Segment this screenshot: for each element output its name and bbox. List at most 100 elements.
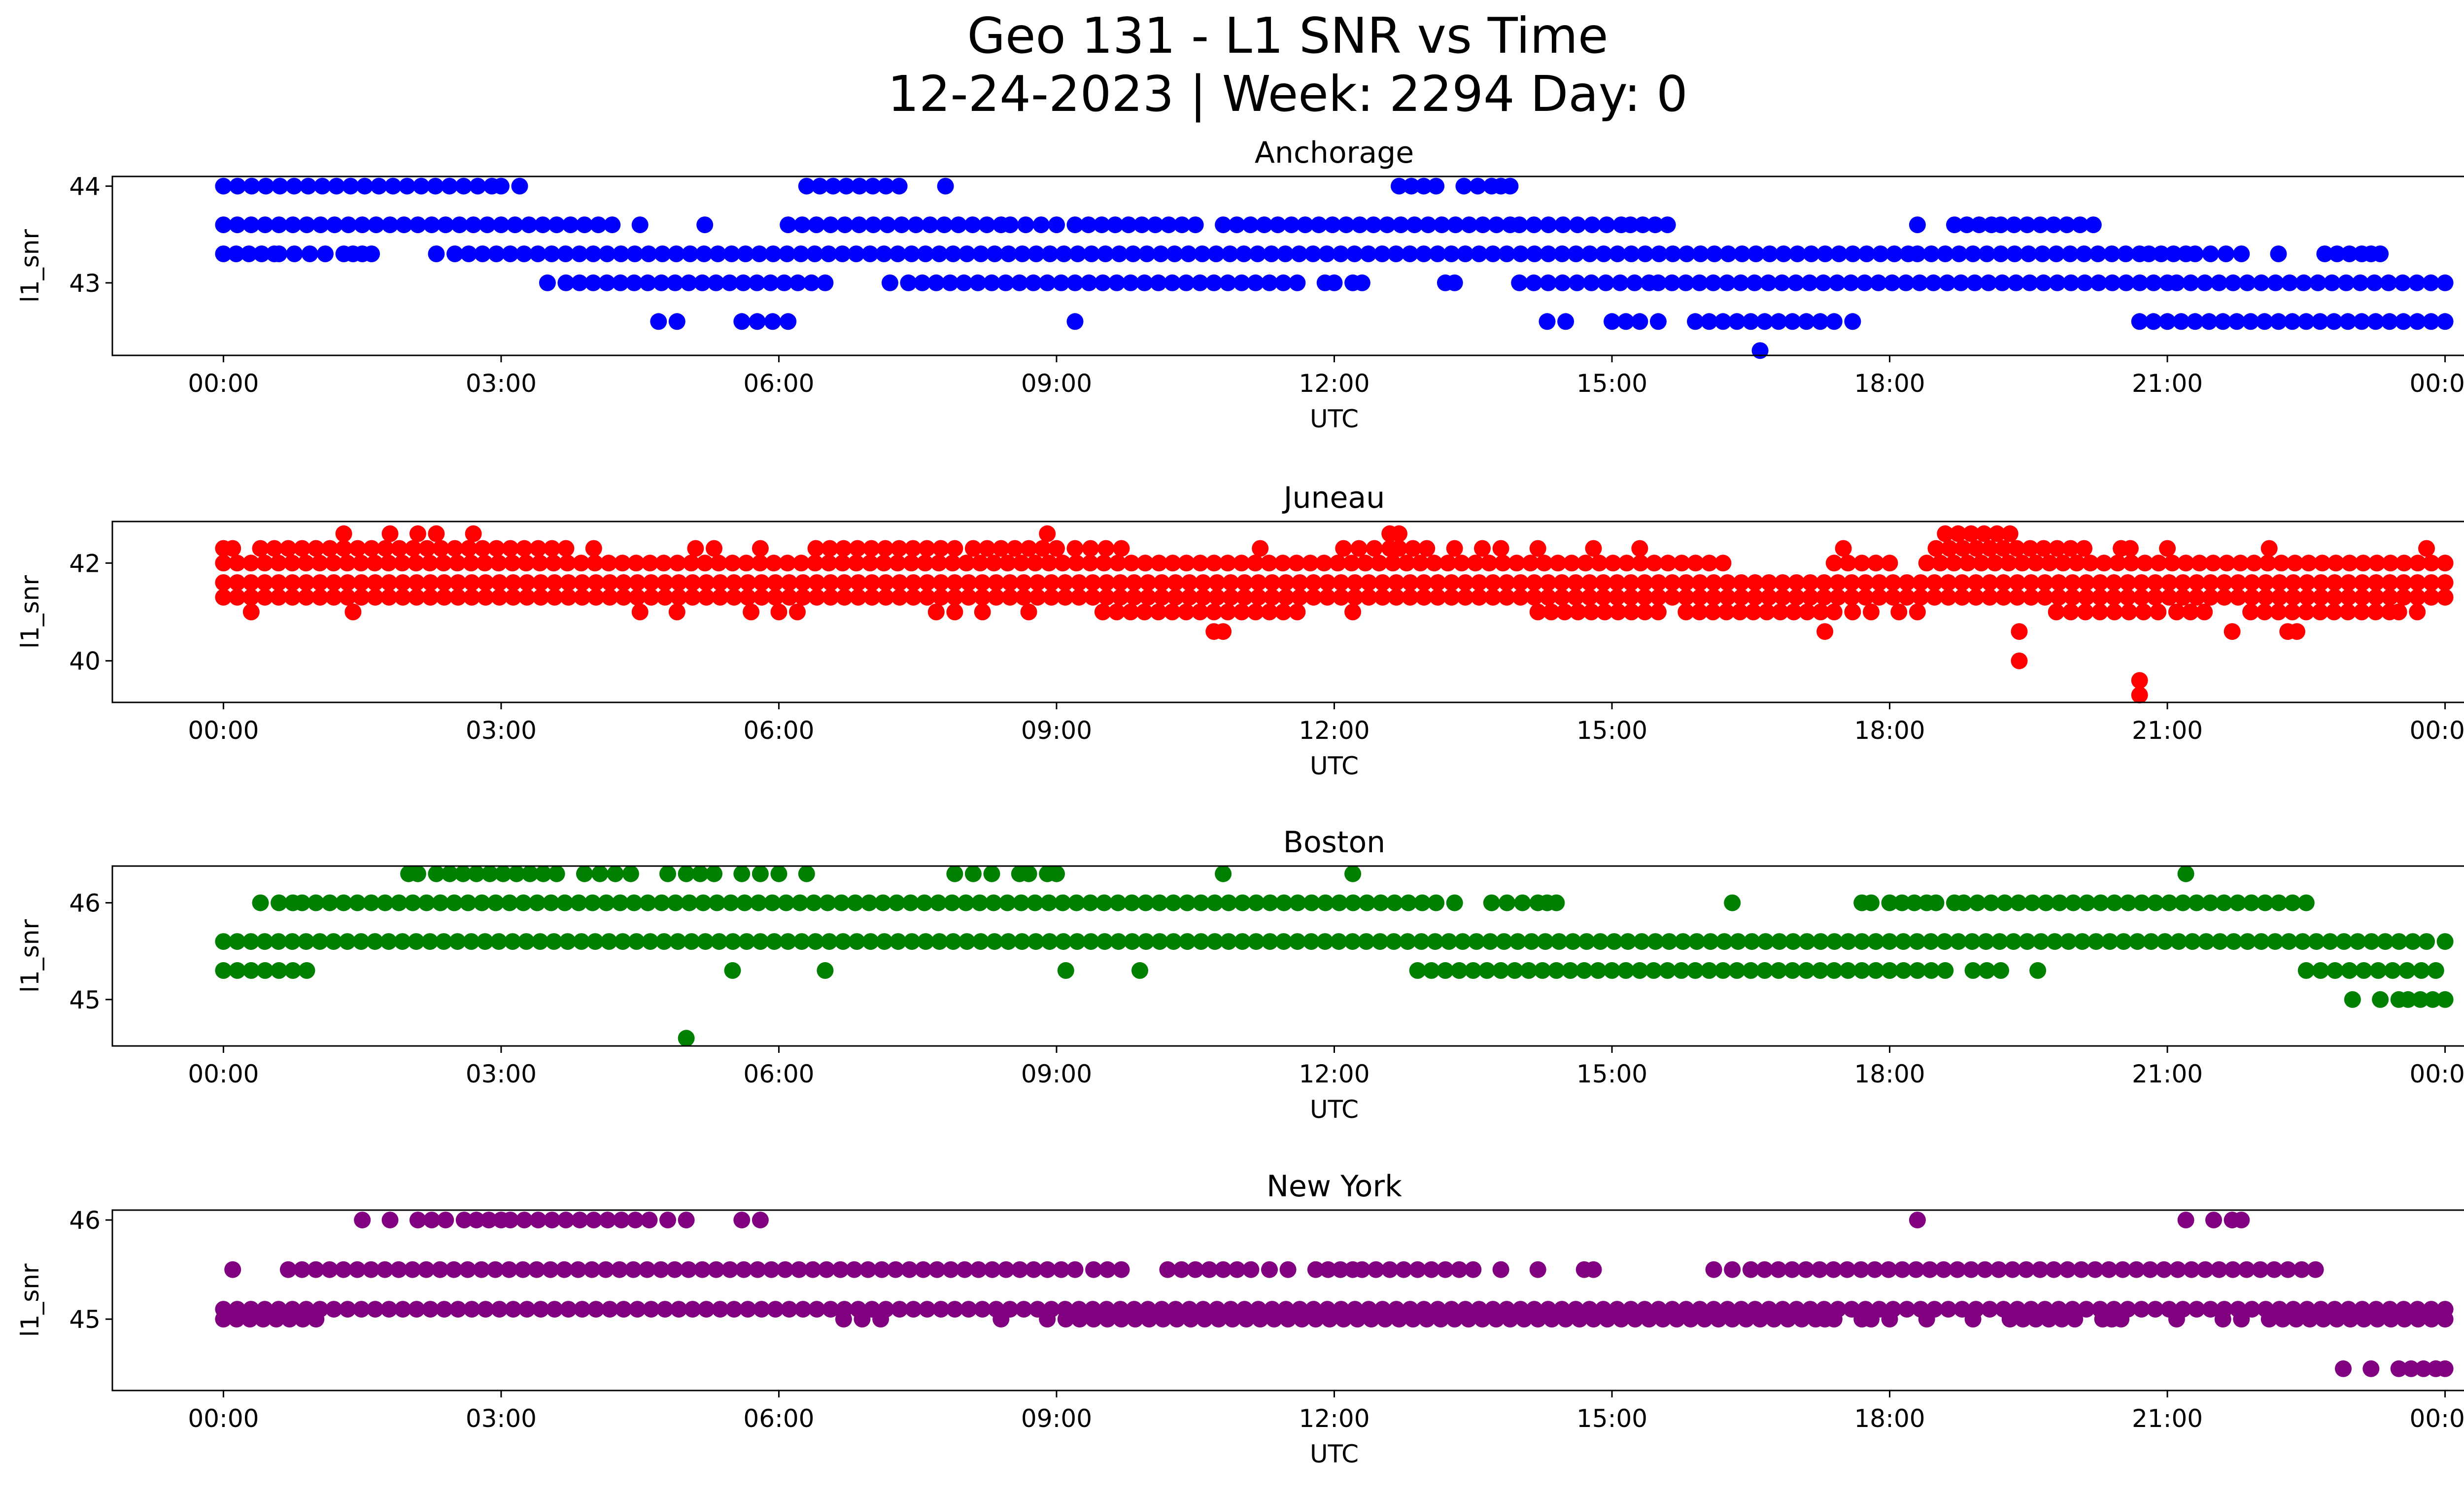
boston-data-point [1386, 894, 1403, 911]
juneau-data-point [270, 555, 287, 572]
juneau-data-point [1940, 589, 1957, 606]
juneau-data-point [1549, 555, 1567, 572]
boston-data-point [614, 933, 631, 950]
juneau-data-point [1153, 589, 1170, 606]
juneau-data-point [242, 574, 260, 591]
anchorage-data-point [502, 245, 519, 262]
juneau-data-point [781, 574, 798, 591]
boston-data-point [697, 933, 714, 950]
juneau-data-point [1664, 589, 1681, 606]
anchorage-data-point [1447, 216, 1464, 234]
boston-data-point [394, 933, 411, 950]
new-york-data-point [1391, 1311, 1407, 1328]
new-york-data-point [597, 1261, 615, 1278]
anchorage-data-point [822, 216, 839, 234]
boston-data-point [1372, 894, 1389, 911]
new-york-data-point [2113, 1311, 2130, 1328]
anchorage-data-point [1952, 274, 1970, 291]
anchorage-data-point [612, 274, 629, 291]
anchorage-data-point [1678, 245, 1695, 262]
boston-data-point [2156, 933, 2174, 950]
juneau-data-point [932, 574, 950, 591]
boston-data-point [1057, 962, 1074, 979]
juneau-data-point [405, 540, 422, 557]
anchorage-data-point [1017, 216, 1034, 234]
boston-data-point [1964, 962, 1982, 979]
anchorage-data-point [2381, 313, 2398, 330]
anchorage-data-point [363, 245, 380, 262]
anchorage-data-point [927, 274, 945, 291]
anchorage-data-point [824, 177, 842, 195]
juneau-data-point [2109, 555, 2126, 572]
juneau-data-point [2008, 540, 2025, 557]
anchorage-data-point [972, 245, 990, 262]
anchorage-data-point [654, 245, 671, 262]
new-york-data-point [1502, 1311, 1519, 1328]
juneau-data-point [767, 589, 784, 606]
juneau-data-point [2423, 589, 2440, 606]
juneau-data-point [2011, 623, 2028, 640]
juneau-data-point [1645, 555, 1663, 572]
anchorage-x-tick-label: 06:00 [743, 369, 814, 398]
new-york-data-point [1976, 1261, 1993, 1278]
anchorage-data-point [271, 245, 288, 262]
boston-data-point [535, 865, 552, 882]
juneau-data-point [1108, 603, 1126, 621]
boston-data-point [2198, 933, 2215, 950]
juneau-data-point [1126, 589, 1143, 606]
new-york-data-point [224, 1261, 241, 1278]
juneau-data-point [2135, 603, 2152, 621]
new-york-data-point [293, 1261, 310, 1278]
boston-data-point [1316, 933, 1334, 950]
new-york-data-point [1099, 1311, 1116, 1328]
anchorage-data-point [1568, 245, 1584, 262]
juneau-data-point [1054, 555, 1071, 572]
anchorage-data-point [2408, 274, 2426, 291]
new-york-data-point [2087, 1261, 2104, 1278]
anchorage-data-point [1609, 245, 1626, 262]
juneau-data-point [1006, 540, 1024, 557]
new-york-data-point [708, 1261, 725, 1278]
new-york-data-point [349, 1261, 366, 1278]
anchorage-data-point [576, 216, 593, 234]
boston-data-point [733, 865, 751, 882]
juneau-data-point [1015, 589, 1032, 606]
new-york-data-point [1724, 1311, 1741, 1328]
boston-data-point [418, 894, 435, 911]
anchorage-data-point [301, 245, 318, 262]
anchorage-data-point [2380, 274, 2397, 291]
new-york-data-point [1187, 1261, 1204, 1278]
anchorage-data-point [2239, 274, 2256, 291]
anchorage-data-point [2104, 274, 2121, 291]
juneau-data-point [2224, 623, 2241, 640]
boston-data-point [298, 962, 315, 979]
juneau-data-point [2409, 603, 2426, 621]
anchorage-data-point [469, 177, 486, 195]
anchorage-data-point [1289, 274, 1306, 291]
new-york-data-point [684, 1301, 701, 1318]
anchorage-data-point [1164, 274, 1181, 291]
juneau-data-point [985, 555, 1002, 572]
juneau-data-point [2035, 540, 2052, 557]
boston-data-point [1548, 962, 1565, 979]
boston-data-point [2106, 894, 2123, 911]
juneau-data-point [2396, 555, 2413, 572]
new-york-data-point [1797, 1261, 1814, 1278]
boston-data-point [548, 865, 565, 882]
juneau-data-point [1457, 589, 1474, 606]
new-york-data-point [422, 1301, 439, 1318]
new-york-data-point [928, 1261, 946, 1278]
juneau-data-point [517, 555, 535, 572]
boston-data-point [1446, 894, 1463, 911]
juneau-data-point [875, 555, 892, 572]
juneau-data-point [1233, 555, 1250, 572]
anchorage-data-point [1539, 313, 1556, 330]
new-york-data-point [544, 1212, 561, 1229]
juneau-data-point [2160, 589, 2178, 606]
new-york-data-point [1529, 1311, 1546, 1328]
juneau-data-point [979, 540, 996, 557]
boston-data-point [1771, 933, 1788, 950]
juneau-data-point [1153, 574, 1170, 591]
new-york-data-point [2214, 1311, 2231, 1328]
new-york-data-point [1224, 1311, 1241, 1328]
